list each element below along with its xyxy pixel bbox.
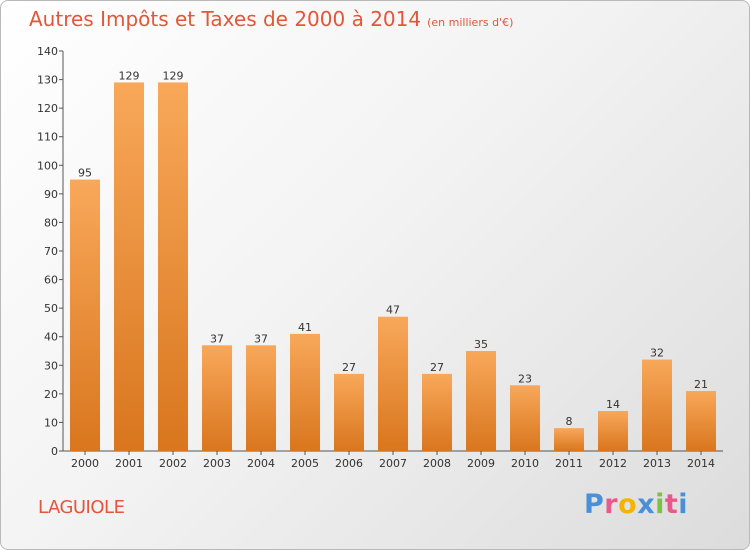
logo-letter: o xyxy=(618,489,638,520)
bar xyxy=(466,351,496,451)
y-tick-label: 30 xyxy=(44,359,58,372)
bar xyxy=(158,82,188,451)
bar-value-label: 47 xyxy=(386,304,400,317)
y-tick-label: 0 xyxy=(51,445,58,458)
logo-letter: x xyxy=(637,489,656,520)
bar xyxy=(246,345,276,451)
y-tick-label: 70 xyxy=(44,245,58,258)
y-tick-label: 100 xyxy=(37,159,58,172)
y-tick-label: 90 xyxy=(44,188,58,201)
bar-value-label: 8 xyxy=(566,415,573,428)
logo-letter: P xyxy=(584,489,605,520)
y-tick-label: 10 xyxy=(44,416,58,429)
x-tick-label: 2006 xyxy=(335,457,363,470)
bar xyxy=(554,428,584,451)
proxiti-logo[interactable]: Proxiti xyxy=(584,489,688,520)
bar-value-label: 14 xyxy=(606,398,620,411)
x-tick-label: 2000 xyxy=(71,457,99,470)
y-tick-label: 110 xyxy=(37,131,58,144)
bar-value-label: 35 xyxy=(474,338,488,351)
bar xyxy=(598,411,628,451)
chart-bars: 95 129 129 37 37 41 27 47 27 35 23 8 14 32 21 xyxy=(70,69,716,452)
bar xyxy=(642,359,672,451)
x-tick-label: 2012 xyxy=(599,457,627,470)
bar-value-label: 37 xyxy=(210,332,224,345)
bar xyxy=(686,391,716,451)
bar xyxy=(202,345,232,451)
chart-unit: (en milliers d'€) xyxy=(427,16,514,29)
chart-title-text: Autres Impôts et Taxes de 2000 à 2014 xyxy=(29,7,422,31)
bar xyxy=(422,373,452,451)
y-tick-label: 20 xyxy=(44,388,58,401)
x-tick-label: 2004 xyxy=(247,457,275,470)
bar-value-label: 95 xyxy=(78,167,92,180)
logo-letter: r xyxy=(604,489,619,520)
x-tick-label: 2009 xyxy=(467,457,495,470)
x-tick-label: 2003 xyxy=(203,457,231,470)
x-tick-label: 2011 xyxy=(555,457,583,470)
x-tick-label: 2002 xyxy=(159,457,187,470)
y-tick-label: 60 xyxy=(44,274,58,287)
bar-value-label: 41 xyxy=(298,321,312,334)
y-tick-label: 80 xyxy=(44,216,58,229)
bar xyxy=(114,82,144,451)
y-tick-label: 120 xyxy=(37,102,58,115)
bar-value-label: 129 xyxy=(163,69,184,82)
bar xyxy=(290,333,320,451)
logo-letter: i xyxy=(678,489,689,520)
bar xyxy=(510,385,540,451)
chart-axes: 0 10 20 30 40 50 60 70 80 90 100 110 120 130 140 2000 20… xyxy=(37,45,723,470)
x-tick-label: 2010 xyxy=(511,457,539,470)
bar-value-label: 129 xyxy=(119,69,140,82)
x-tick-label: 2008 xyxy=(423,457,451,470)
y-tick-label: 140 xyxy=(37,45,58,58)
bar-value-label: 21 xyxy=(694,378,708,391)
bar-value-label: 32 xyxy=(650,347,664,360)
y-tick-label: 40 xyxy=(44,331,58,344)
bar-value-label: 27 xyxy=(430,361,444,374)
y-tick-label: 50 xyxy=(44,302,58,315)
bar-value-label: 23 xyxy=(518,372,532,385)
logo-letter: i xyxy=(655,489,665,520)
bar xyxy=(70,179,100,452)
x-tick-label: 2014 xyxy=(687,457,715,470)
bar-value-label: 27 xyxy=(342,361,356,374)
bar xyxy=(378,316,408,451)
x-tick-label: 2005 xyxy=(291,457,319,470)
bar xyxy=(334,373,364,451)
chart-title: Autres Impôts et Taxes de 2000 à 2014 (en… xyxy=(29,7,513,31)
x-tick-label: 2001 xyxy=(115,457,143,470)
x-tick-label: 2007 xyxy=(379,457,407,470)
commune-name: LAGUIOLE xyxy=(38,497,125,518)
logo-letter: t xyxy=(664,489,679,520)
x-tick-label: 2013 xyxy=(643,457,671,470)
y-tick-label: 130 xyxy=(37,74,58,87)
bar-value-label: 37 xyxy=(254,332,268,345)
